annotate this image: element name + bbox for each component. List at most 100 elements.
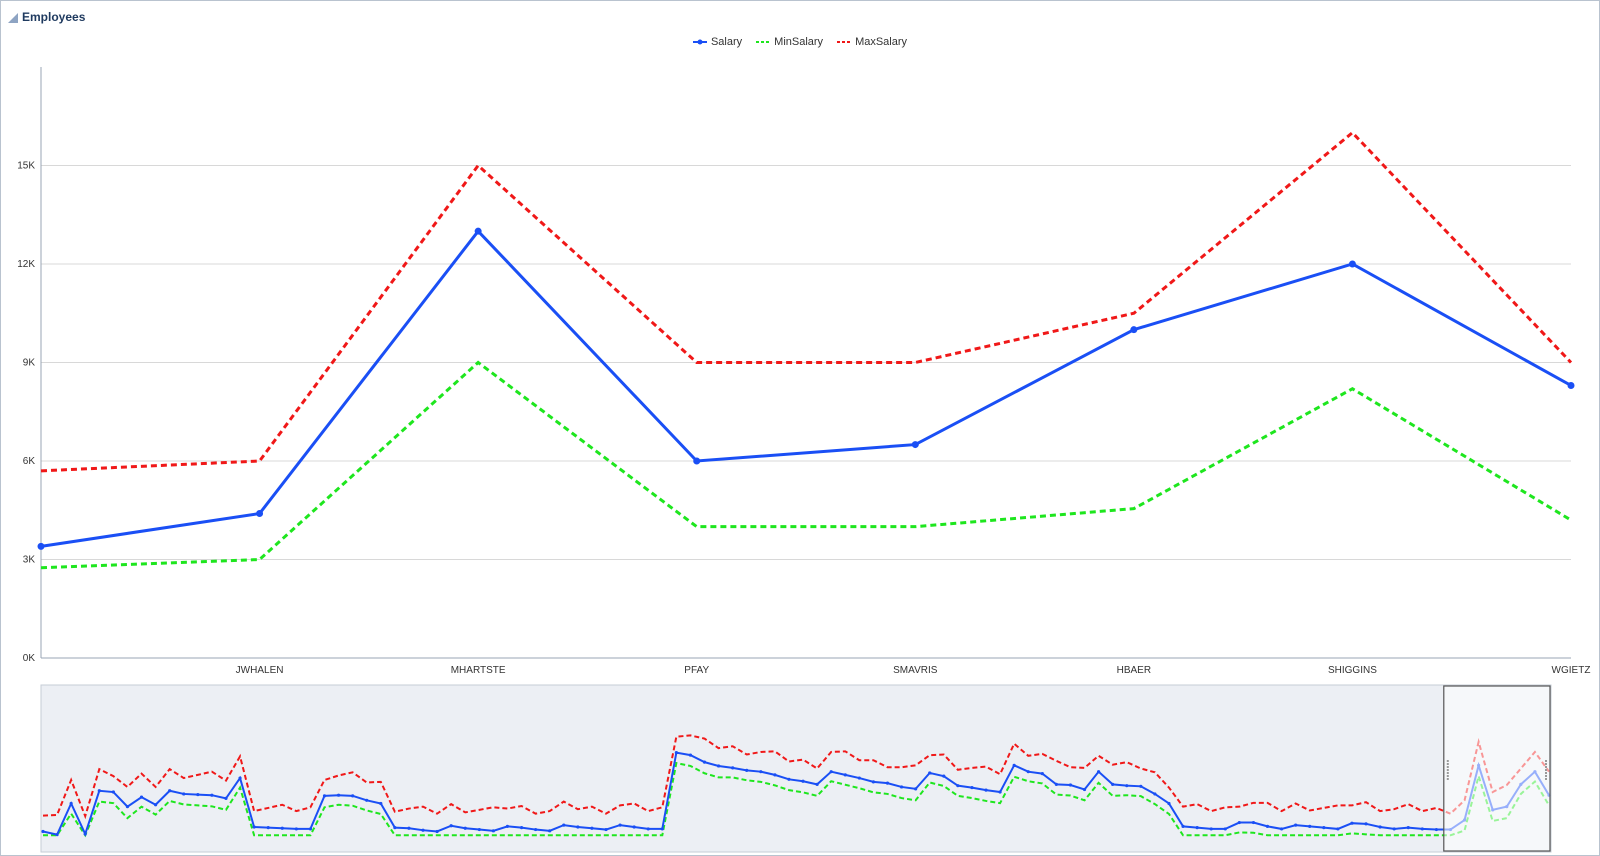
overview-point: [899, 785, 904, 789]
overview-point: [632, 825, 636, 829]
overview-point: [787, 777, 791, 781]
overview-point: [1251, 820, 1256, 825]
overview-window-selector[interactable]: [1443, 685, 1551, 852]
overview-point: [1364, 822, 1368, 826]
overview-point: [182, 792, 186, 796]
overview-point: [519, 826, 524, 830]
overview-point: [801, 779, 805, 783]
overview-point: [1040, 771, 1044, 776]
x-tick-label: SHIGGINS: [1328, 665, 1377, 676]
x-tick-label: SMAVRIS: [893, 665, 938, 676]
y-tick-label: 15K: [17, 161, 35, 172]
y-tick-label: 0K: [23, 653, 36, 664]
overview-point: [1279, 827, 1284, 831]
legend-item-maxsalary[interactable]: MaxSalary: [837, 36, 907, 48]
data-point-salary[interactable]: [37, 542, 45, 550]
overview-line-minsalary: [43, 761, 1550, 838]
overview-point: [1378, 825, 1382, 829]
overview-point: [111, 790, 115, 794]
overview-point: [576, 825, 580, 829]
data-point-salary[interactable]: [256, 510, 264, 518]
overview-point: [1195, 826, 1199, 830]
overview-point: [1350, 821, 1354, 825]
overview-point: [928, 771, 932, 775]
overview-point: [534, 827, 538, 832]
overview-point: [407, 826, 411, 830]
overview-point: [435, 829, 439, 834]
overview-point: [69, 801, 73, 806]
series-line-salary: [40, 228, 1572, 548]
overview-point: [1420, 827, 1424, 831]
series-line-minsalary: [40, 360, 1572, 570]
overview-point: [1125, 784, 1129, 788]
overview-point: [674, 751, 678, 755]
overview-point: [1026, 770, 1030, 774]
overview-point: [604, 827, 608, 832]
overview-point: [914, 787, 918, 791]
panel-header: Employees: [1, 1, 1599, 31]
legend-swatch-salary-icon: [692, 39, 707, 45]
overview-point: [322, 794, 327, 798]
data-point-salary[interactable]: [693, 457, 701, 465]
legend-label-minsalary: MinSalary: [774, 36, 824, 48]
x-tick-label: HBAER: [1117, 665, 1151, 676]
overview-point: [716, 764, 721, 768]
overview-point: [1265, 824, 1270, 828]
overview-point: [83, 832, 87, 836]
overview-point: [1111, 782, 1115, 787]
overview-line-maxsalary: [42, 734, 1550, 820]
overview-point: [55, 833, 59, 837]
overview-point: [1153, 792, 1157, 796]
data-point-salary[interactable]: [1348, 260, 1356, 268]
overview-point: [196, 792, 200, 797]
overview-point: [956, 784, 960, 788]
overview-point: [266, 826, 270, 830]
overview-point: [421, 828, 425, 832]
overview-point: [351, 794, 355, 798]
data-point-salary[interactable]: [1130, 326, 1138, 334]
overview-point: [463, 826, 467, 830]
x-tick-label: WGIETZ: [1552, 665, 1591, 676]
overview-point: [139, 795, 144, 799]
overview-point: [153, 803, 158, 807]
overview-point: [1082, 787, 1087, 792]
overview-point: [646, 827, 650, 831]
overview-point: [1336, 827, 1340, 831]
legend-item-minsalary[interactable]: MinSalary: [756, 36, 823, 48]
overview-point: [1237, 820, 1241, 825]
data-point-salary[interactable]: [1567, 381, 1575, 389]
overview-panel[interactable]: [40, 684, 1552, 853]
overview-point: [1434, 827, 1439, 832]
y-tick-label: 6K: [23, 456, 36, 467]
overview-line-salary: [42, 751, 1550, 837]
overview-point: [548, 829, 552, 833]
legend-swatch-minsalary-icon: [756, 41, 771, 43]
chart-legend: Salary MinSalary MaxSalary: [1, 36, 1599, 48]
overview-point: [618, 823, 622, 827]
overview-point: [885, 781, 890, 785]
y-tick-label: 12K: [17, 259, 35, 270]
overview-point: [308, 827, 313, 831]
overview-point: [1012, 763, 1016, 767]
overview-point: [238, 776, 242, 780]
data-point-salary[interactable]: [474, 227, 482, 235]
overview-point: [491, 829, 495, 833]
legend-item-salary[interactable]: Salary: [692, 36, 742, 48]
overview-point: [857, 776, 861, 780]
overview-point: [1181, 824, 1185, 828]
x-tick-label: PFAY: [684, 665, 709, 676]
overview-point: [1322, 826, 1326, 830]
overview-point: [759, 770, 763, 774]
data-point-salary[interactable]: [911, 441, 919, 449]
overview-point: [224, 796, 228, 800]
overview-point: [505, 824, 510, 828]
overview-point: [168, 789, 172, 793]
overview-point: [688, 753, 693, 757]
overview-point: [379, 801, 383, 806]
overview-point: [97, 789, 101, 793]
collapse-triangle-icon[interactable]: [8, 13, 18, 23]
x-tick-label: MHARTSTE: [451, 665, 506, 676]
overview-point: [1209, 827, 1213, 831]
overview-point: [970, 785, 974, 790]
